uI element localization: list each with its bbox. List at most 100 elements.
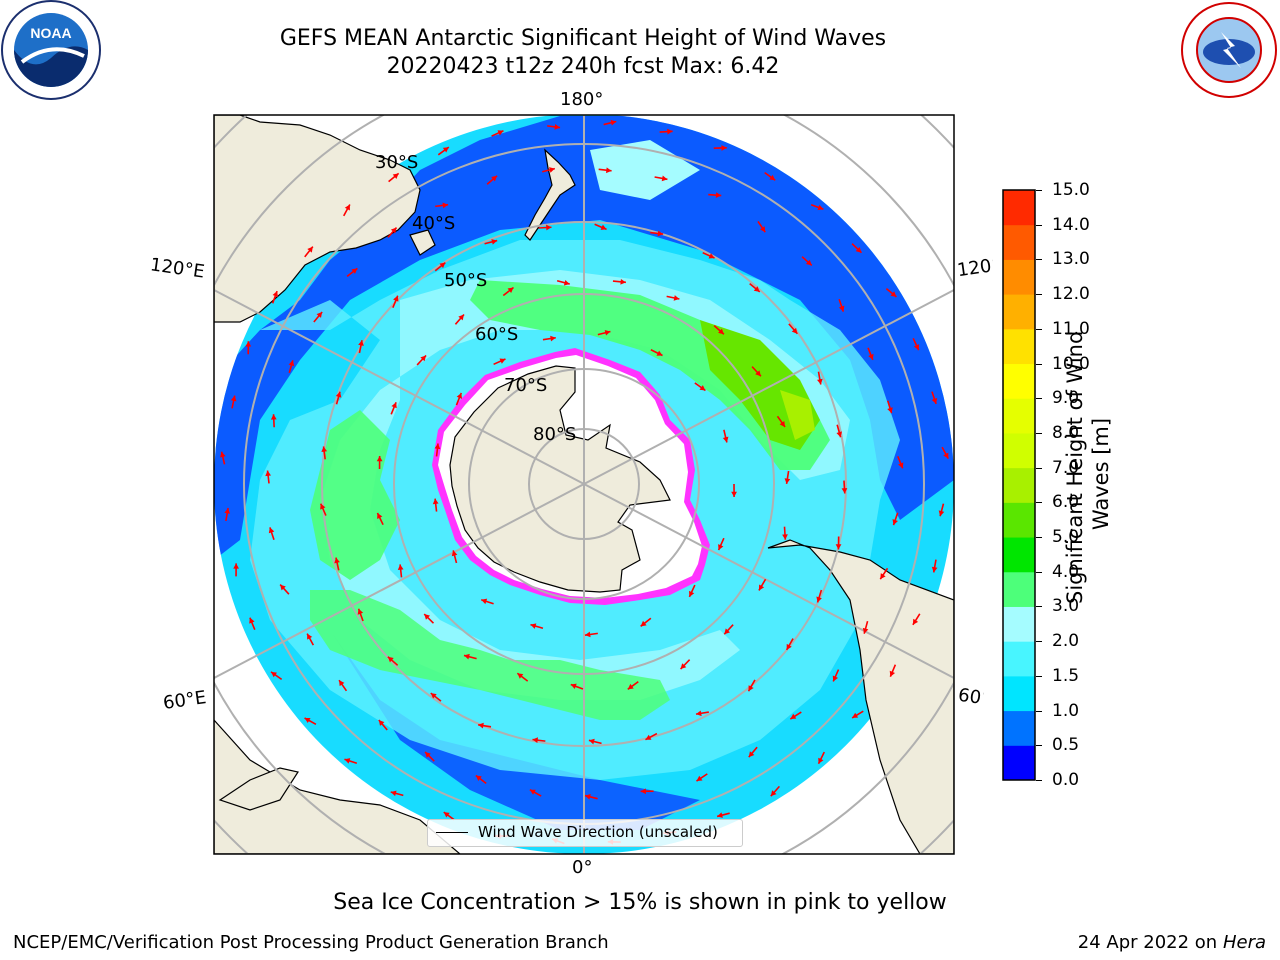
wave-arrow-head — [529, 789, 536, 795]
wave-arrow-head — [715, 192, 722, 199]
wave-arrow-head — [913, 344, 920, 351]
wave-arrow-head — [335, 391, 342, 398]
wave-arrow-head — [230, 395, 237, 402]
wave-arrow-head — [425, 751, 431, 758]
wave-arrow-head — [838, 305, 845, 312]
colorbar-tick-label: 0.0 — [1052, 770, 1080, 790]
wave-arrow-head — [224, 508, 231, 514]
colorbar-segment — [1003, 502, 1035, 538]
wave-arrow-head — [696, 775, 703, 782]
wave-arrow-head — [862, 627, 869, 634]
colorbar-tick-label: 10.0 — [1052, 353, 1090, 374]
colorbar-tick-mark — [1036, 259, 1042, 261]
colorbar-tick-label: 0.5 — [1052, 735, 1080, 756]
wave-arrow-head — [497, 130, 504, 136]
wave-arrow-head — [475, 775, 482, 781]
wave-arrow-head — [718, 328, 724, 335]
colorbar-tick-mark — [1036, 710, 1042, 712]
wave-arrow-head — [344, 758, 351, 764]
wave-arrow-head — [393, 295, 399, 302]
wave-arrow-head — [270, 414, 277, 420]
colorbar-segment — [1003, 745, 1035, 781]
wave-arrow-head — [530, 623, 537, 629]
wave-arrow-head — [434, 443, 441, 450]
colorbar-label-line-1: Significant Height of Wind — [1063, 330, 1087, 604]
wave-arrow-head — [887, 407, 893, 414]
wave-arrow-head — [868, 353, 874, 360]
map-frame — [213, 114, 955, 855]
wave-arrow-head — [532, 737, 539, 743]
colorbar-segment — [1003, 294, 1035, 330]
wave-arrow-head — [233, 563, 239, 569]
wave-arrow-head — [640, 620, 647, 627]
wave-arrow-head — [667, 128, 673, 135]
colorbar-tick-label: 9.0 — [1052, 388, 1080, 409]
lat-label-40s: 40°S — [412, 213, 456, 234]
colorbar — [1002, 189, 1036, 781]
wave-arrow-head — [390, 227, 397, 234]
new-zealand — [524, 148, 576, 241]
wave-arrow-head — [610, 119, 617, 126]
wave-arrow-head — [219, 451, 226, 458]
wave-arrow-head — [442, 147, 449, 153]
wave-arrow-head — [268, 527, 275, 534]
date-text: 24 Apr 2022 on — [1077, 932, 1223, 953]
wave-arrow-head — [938, 510, 945, 517]
wave-arrow-head — [588, 738, 595, 745]
wave-arrow-head — [334, 557, 340, 564]
wave-arrow-head — [790, 713, 797, 720]
colorbar-tick-label: 6.0 — [1052, 492, 1080, 513]
wave-arrow-head — [307, 246, 313, 253]
wave-arrow-head — [491, 239, 498, 245]
wave-arrow-head — [307, 633, 313, 640]
wave-arrow-head — [456, 392, 463, 399]
wave-arrow-head — [491, 175, 498, 182]
wave-arrow-head — [835, 544, 842, 550]
legend-label: Wind Wave Direction (unscaled) — [478, 823, 718, 841]
wave-arrow-head — [430, 693, 437, 699]
wave-arrow-head — [600, 224, 607, 230]
wave-arrow-head — [432, 498, 439, 505]
lat-label-60s: 60°S — [475, 324, 519, 345]
wave-arrow-head — [718, 544, 724, 551]
colorbar-tick-mark — [1036, 780, 1042, 781]
wave-arrow-head — [377, 512, 383, 519]
wave-arrow-head — [387, 656, 394, 663]
wave-arrow-head — [271, 671, 277, 678]
lon-label-180: 180° — [560, 89, 604, 110]
wave-arrow-head — [943, 452, 949, 459]
title-line-1: GEFS MEAN Antarctic Significant Height o… — [279, 26, 887, 51]
date-line: 24 Apr 2022 on Hera — [1078, 932, 1266, 953]
wave-arrow-head — [898, 462, 904, 469]
host-name: Hera — [1222, 932, 1266, 953]
wave-arrow-head — [442, 202, 449, 209]
lat-label-70s: 70°S — [504, 375, 548, 396]
colorbar-label: Significant Height of Wind Waves [m] — [1062, 330, 1114, 604]
colorbar-segment — [1003, 259, 1035, 295]
wave-arrow-head — [499, 358, 506, 364]
colorbar-tick-mark — [1036, 190, 1042, 191]
wave-arrow-head — [661, 175, 668, 182]
wave-arrow-head — [517, 673, 524, 679]
wave-arrow-head — [424, 614, 430, 620]
colorbar-segment — [1003, 363, 1035, 399]
wave-arrow-head — [321, 446, 328, 453]
wave-arrow-head — [397, 564, 404, 571]
wave-arrow-head — [784, 478, 791, 484]
wave-arrow-head — [841, 488, 848, 494]
wave-arrow-head — [304, 717, 311, 724]
wave-arrow-head — [889, 670, 896, 677]
colorbar-tick-mark — [1036, 467, 1042, 469]
colorbar-segment — [1003, 467, 1035, 503]
madagascar — [218, 767, 299, 811]
wave-arrow-head — [265, 470, 271, 477]
colorbar-frame — [1002, 189, 1036, 781]
colorbar-segment — [1003, 606, 1035, 642]
wave-arrow-head — [443, 812, 450, 818]
wave-arrow-head — [759, 226, 766, 233]
colorbar-segment — [1003, 398, 1035, 434]
wave-arrow-head — [912, 618, 919, 625]
colorbar-segment — [1003, 432, 1035, 469]
colorbar-tick-mark — [1036, 294, 1042, 296]
colorbar-segment — [1003, 224, 1035, 260]
